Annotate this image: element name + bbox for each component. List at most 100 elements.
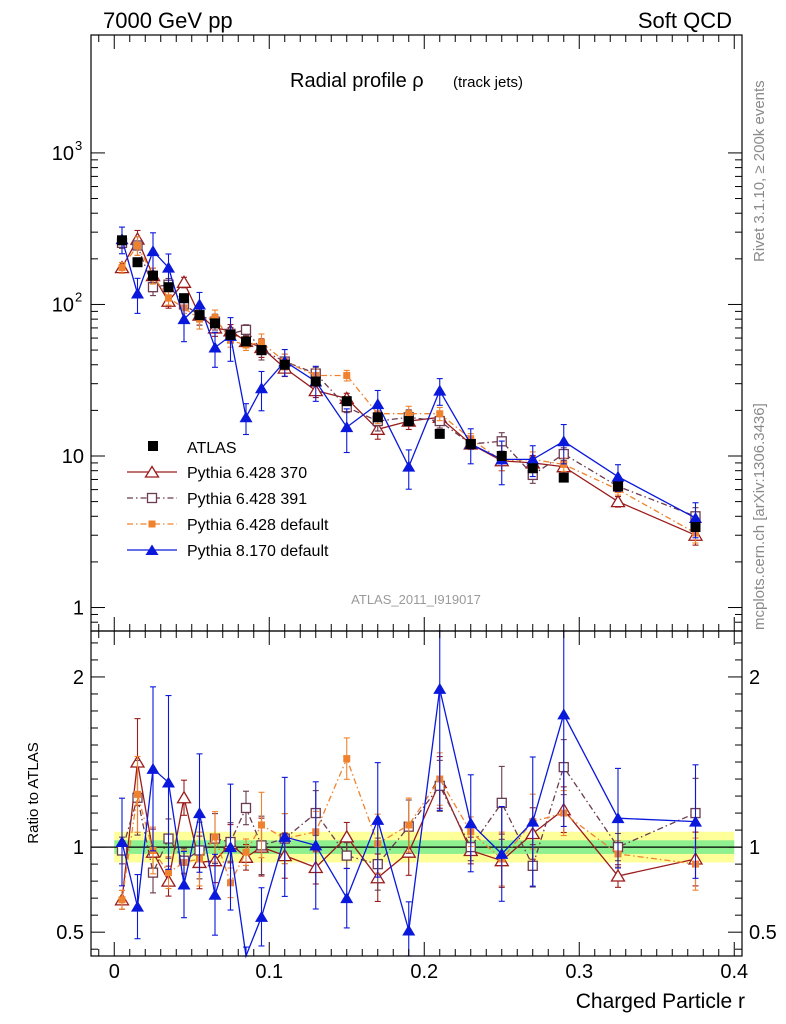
ratio-pythia-8-170-default-point — [162, 776, 175, 788]
energy-label: 7000 GeV pp — [103, 8, 233, 33]
main-ytick-label: 10 — [52, 143, 74, 165]
xtick-label: 0.3 — [565, 961, 593, 983]
ratio-pythia-8-170-default-point — [402, 924, 416, 936]
ratio-pythia-8-170-default-point — [193, 807, 206, 819]
xtick-label: 0.4 — [720, 961, 748, 983]
main-atlas-point — [117, 235, 127, 246]
main-pythia-6-428-default-point — [436, 410, 444, 418]
ratio-pythia-6-428-370-point — [176, 790, 192, 804]
main-pythia-8-170-default-point — [340, 421, 354, 433]
ratio-pythia-8-170-default-line — [121, 688, 696, 959]
legend-label-p8: Pythia 8.170 default — [187, 543, 329, 560]
chart-title-suffix: (track jets) — [453, 74, 523, 91]
ratio-ytick-label: 1 — [73, 837, 84, 859]
main-pythia-8-170-default-point — [526, 453, 540, 465]
ratio-pythia-8-170-default-point — [433, 682, 447, 694]
main-panel — [114, 226, 704, 546]
ratio-pythia-6-428-default-point — [134, 790, 141, 798]
ratio-ytick-label: 0.5 — [56, 922, 84, 944]
main-pythia-6-428-370-point — [610, 494, 626, 508]
main-pythia-6-428-default-line — [121, 244, 696, 534]
legend-label-atlas: ATLAS — [187, 440, 237, 457]
main-atlas-point — [163, 282, 174, 293]
analysis-watermark: ATLAS_2011_I919017 — [351, 592, 481, 607]
main-pythia-8-170-default-point — [193, 298, 206, 310]
main-atlas-point — [210, 318, 220, 329]
main-pythia-6-428-391-line — [121, 242, 696, 517]
ratio-pythia-6-428-default-point — [118, 896, 126, 904]
main-atlas-point — [690, 521, 701, 532]
main-pythia-6-428-default-point — [134, 241, 141, 249]
ratio-pythia-6-428-default-line — [121, 756, 696, 900]
ratio-pythia-8-170-default-point — [131, 900, 144, 912]
ratio-ytick-label-right: 2 — [749, 667, 760, 689]
main-atlas-point — [310, 376, 321, 387]
main-atlas-point — [372, 412, 383, 423]
ratio-pythia-8-170-default-point — [371, 813, 385, 825]
ratio-pythia-8-170-default-point — [255, 910, 268, 922]
main-atlas-point — [403, 416, 414, 427]
y-axis-label: Ratio to ATLAS — [25, 742, 42, 843]
legend-marker-atlas — [148, 441, 158, 451]
main-frame — [90, 34, 743, 632]
ratio-pythia-8-170-default-point — [557, 708, 571, 720]
xtick-label: 0 — [109, 961, 120, 983]
main-pythia-8-170-default-point — [146, 245, 160, 257]
main-pythia-8-170-default-point — [689, 511, 702, 523]
ratio-frame — [90, 630, 743, 957]
mcplots-credit-label: mcplots.cern.ch [arXiv:1306.3436] — [751, 403, 768, 630]
legend-marker-p391 — [146, 492, 158, 504]
legend-marker-p8 — [145, 544, 159, 555]
main-atlas-point — [279, 359, 290, 370]
main-pythia-8-170-default-point — [177, 313, 191, 325]
main-pythia-8-170-default-point — [255, 382, 268, 394]
main-pythia-8-170-default-point — [239, 411, 253, 423]
ratio-ytick-label: 2 — [73, 667, 84, 689]
ratio-ytick-label-right: 1 — [749, 837, 760, 859]
ratio-pythia-8-170-default-point — [278, 830, 292, 842]
main-pythia-6-428-default-point — [118, 264, 126, 272]
ratio-pythia-8-170-default-point — [224, 841, 237, 853]
legend-label-p370: Pythia 6.428 370 — [187, 465, 307, 482]
main-atlas-point — [527, 463, 538, 474]
ratio-pythia-6-428-default-point — [258, 821, 265, 829]
xtick-label: 0.2 — [410, 961, 438, 983]
xtick-label: 0.1 — [255, 961, 283, 983]
main-pythia-6-428-default-point — [258, 339, 265, 347]
main-pythia-8-170-default-point — [371, 398, 385, 410]
chart-title: Radial profile ρ — [290, 70, 424, 92]
main-pythia-8-170-default-point — [131, 287, 144, 299]
ratio-pythia-6-428-default-point — [165, 869, 172, 877]
legend: ATLAS Pythia 6.428 370 Pythia 6.428 391 … — [127, 440, 329, 560]
main-ytick-label: 10 — [62, 446, 84, 468]
main-atlas-point — [148, 270, 158, 281]
main-pythia-8-170-default-point — [162, 261, 175, 273]
main-ytick-exponent: 2 — [75, 289, 82, 304]
main-pythia-6-428-370-point — [176, 275, 192, 288]
ratio-pythia-8-170-default-point — [611, 812, 625, 824]
ratio-pythia-6-428-370-point — [339, 829, 355, 843]
main-pythia-6-428-default-point — [211, 314, 219, 322]
main-atlas-point — [465, 438, 476, 449]
ratio-pythia-8-170-default-point — [526, 815, 540, 827]
main-ytick-exponent: 3 — [75, 138, 82, 153]
legend-label-p391: Pythia 6.428 391 — [187, 491, 307, 508]
main-atlas-point — [613, 481, 623, 492]
ratio-pythia-6-428-391-point — [341, 850, 352, 861]
main-pythia-6-428-default-point — [343, 371, 351, 379]
main-ytick-label: 1 — [73, 598, 84, 620]
ratio-panel — [91, 630, 742, 959]
main-pythia-6-428-391-point — [240, 324, 252, 335]
main-pythia-8-170-default-line — [121, 238, 696, 519]
main-atlas-point — [241, 336, 251, 347]
main-atlas-point — [558, 472, 569, 483]
ratio-pythia-8-170-default-point — [340, 892, 354, 904]
x-axis-label: Charged Particle r — [576, 990, 745, 1013]
main-ytick-label: 10 — [52, 294, 74, 316]
main-pythia-8-170-default-point — [402, 460, 416, 472]
legend-marker-p370 — [144, 465, 160, 478]
main-atlas-point — [256, 345, 267, 356]
ratio-ytick-label-right: 0.5 — [749, 922, 777, 944]
ratio-pythia-8-170-default-point — [115, 835, 129, 847]
